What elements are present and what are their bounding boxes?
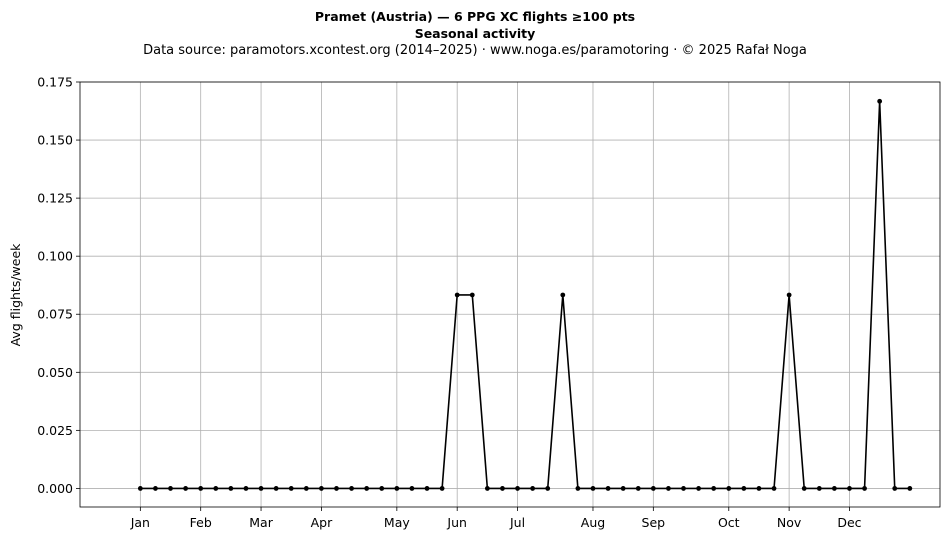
chart-subtitle: Seasonal activity (414, 26, 536, 41)
data-point (168, 486, 173, 491)
data-point (394, 486, 400, 491)
data-point (515, 486, 520, 491)
data-point (273, 486, 279, 491)
data-point (862, 486, 867, 491)
data-point (711, 486, 717, 491)
data-point (560, 292, 566, 298)
data-point (907, 486, 913, 491)
data-point (786, 292, 792, 298)
data-point (545, 486, 551, 491)
x-tick-label: Nov (777, 515, 802, 530)
x-tick-label: Oct (718, 515, 740, 530)
x-tick-label: May (384, 515, 410, 530)
data-point (590, 486, 596, 491)
series-marks (137, 98, 913, 491)
y-tick-label: 0.100 (37, 249, 73, 264)
x-tick-label: Sep (642, 515, 666, 530)
data-point (198, 486, 204, 491)
data-point (605, 486, 611, 491)
y-tick-label: 0.075 (37, 307, 73, 322)
data-point (409, 486, 415, 491)
data-point (183, 486, 189, 491)
x-tick-label: Jun (446, 515, 467, 530)
x-tick-label: Dec (837, 515, 861, 530)
data-point (771, 486, 777, 491)
x-tick-label: Mar (249, 515, 273, 530)
data-point (696, 486, 701, 491)
chart-title: Pramet (Austria) — 6 PPG XC flights ≥100… (314, 9, 636, 24)
data-point (877, 98, 883, 104)
y-tick-label: 0.175 (37, 75, 73, 90)
x-tick-label: Jan (130, 515, 150, 530)
data-point (258, 486, 264, 491)
data-point (364, 486, 370, 491)
data-point (892, 486, 898, 491)
grid-lines (80, 81, 940, 507)
data-point (816, 486, 822, 491)
data-point (575, 486, 581, 491)
data-point (424, 486, 430, 491)
data-point (228, 486, 234, 491)
data-point (666, 486, 671, 491)
data-point (288, 486, 294, 491)
y-tick-label: 0.125 (37, 191, 73, 206)
data-point (319, 486, 324, 491)
data-point (243, 486, 249, 491)
data-point (801, 486, 807, 491)
data-point (847, 486, 852, 491)
y-axis-label: Avg flights/week (8, 243, 23, 347)
data-point (635, 486, 641, 491)
series-line (140, 100, 910, 490)
data-point (741, 486, 747, 491)
data-point (137, 486, 143, 491)
x-tick-label: Aug (581, 515, 605, 530)
data-point (334, 486, 339, 491)
data-point (484, 486, 490, 491)
data-point (500, 486, 505, 491)
data-point (530, 486, 536, 491)
data-point (756, 486, 762, 491)
data-point (726, 486, 732, 491)
data-point (439, 486, 445, 491)
data-point (681, 486, 686, 491)
data-point (213, 486, 219, 491)
data-point (379, 486, 385, 491)
data-source-note: Data source: paramotors.xcontest.org (20… (143, 43, 807, 58)
x-tick-label: Jul (509, 515, 525, 530)
data-point (303, 486, 309, 491)
data-point (454, 292, 460, 298)
data-point (650, 486, 656, 491)
data-point (469, 292, 475, 298)
y-tick-label: 0.150 (37, 133, 73, 148)
y-tick-label: 0.025 (37, 423, 73, 438)
x-tick-label: Feb (190, 515, 212, 530)
axes: Jan Feb Mar Apr May Jun Jul Aug Sep Oct Nov Dec 0.00… (37, 75, 941, 530)
data-point (349, 486, 354, 491)
x-tick-label: Apr (311, 515, 333, 530)
data-point (831, 486, 837, 491)
data-point (153, 486, 158, 491)
data-point (620, 486, 626, 491)
plot-frame (79, 81, 941, 508)
y-tick-label: 0.050 (37, 365, 73, 380)
y-tick-label: 0.000 (37, 481, 73, 496)
